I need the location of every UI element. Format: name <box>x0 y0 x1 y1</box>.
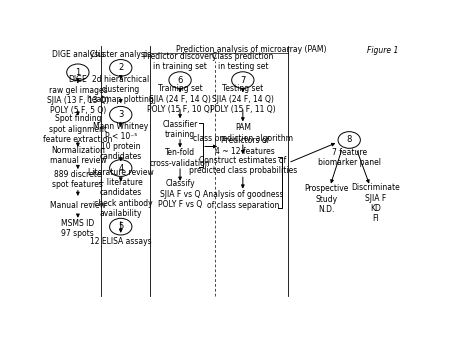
Text: Classify
SJIA F vs Q
POLY F vs Q: Classify SJIA F vs Q POLY F vs Q <box>158 179 202 209</box>
Text: Literature review
+ literature
candidates
- check antibody
availability: Literature review + literature candidate… <box>88 168 153 218</box>
Text: Construct estimates of
predicted class probabilities: Construct estimates of predicted class p… <box>189 156 297 175</box>
Text: 6: 6 <box>177 76 183 84</box>
Text: Prediction analysis of microarray (PAM): Prediction analysis of microarray (PAM) <box>176 45 327 54</box>
Text: 3: 3 <box>118 110 123 119</box>
Text: 12 ELISA assays: 12 ELISA assays <box>90 237 152 246</box>
Text: Testing set
SJIA (24 F, 14 Q)
POLY (15 F, 11 Q): Testing set SJIA (24 F, 14 Q) POLY (15 F… <box>210 84 276 114</box>
Text: 7 feature
biomarker panel: 7 feature biomarker panel <box>318 148 381 167</box>
Text: 7: 7 <box>240 76 246 84</box>
Text: MSMS ID
97 spots: MSMS ID 97 spots <box>61 219 94 238</box>
Text: Cluster analysis: Cluster analysis <box>90 50 151 59</box>
Text: 2: 2 <box>118 64 123 72</box>
Text: Analysis of goodness
of class separation: Analysis of goodness of class separation <box>202 190 283 210</box>
Text: 5: 5 <box>118 222 123 231</box>
Text: 4: 4 <box>118 164 123 173</box>
Text: Prospective
Study
N.D.: Prospective Study N.D. <box>304 185 349 214</box>
Text: Spot finding
spot alignment
feature extraction: Spot finding spot alignment feature extr… <box>43 114 112 144</box>
Text: 10 protein
candidates: 10 protein candidates <box>99 142 142 161</box>
Text: Classifier
training: Classifier training <box>162 120 198 139</box>
Text: Training set
SJIA (24 F, 14 Q)
POLY (15 F, 10 Q): Training set SJIA (24 F, 14 Q) POLY (15 … <box>147 84 213 114</box>
Text: 1: 1 <box>75 68 81 77</box>
Text: Discriminate
SJIA F
KD
FI: Discriminate SJIA F KD FI <box>351 183 400 223</box>
Text: Ten-fold
cross-validation: Ten-fold cross-validation <box>150 148 210 168</box>
Text: Mann Whitney
P < 10⁻⁵: Mann Whitney P < 10⁻⁵ <box>93 122 148 141</box>
Text: 2d hierarchical
clustering
heatmap plotting: 2d hierarchical clustering heatmap plott… <box>87 75 154 104</box>
Text: Manual review: Manual review <box>50 200 106 210</box>
Text: Normalization
manual review: Normalization manual review <box>50 146 106 165</box>
Text: Class prediction
in testing set: Class prediction in testing set <box>212 52 274 71</box>
Text: DIGE
raw gel images
SJIA (13 F, 13 Q)
POLY (5 F, 5 Q): DIGE raw gel images SJIA (13 F, 13 Q) PO… <box>47 75 109 115</box>
Text: 8: 8 <box>346 136 352 144</box>
Text: DIGE analysis: DIGE analysis <box>52 50 104 59</box>
Text: Predictors of
4 ~ 12 features: Predictors of 4 ~ 12 features <box>215 136 274 156</box>
Text: PAM
class prediction algorithm: PAM class prediction algorithm <box>193 123 293 143</box>
Text: Figure 1: Figure 1 <box>367 46 398 55</box>
Text: 889 discrete
spot features: 889 discrete spot features <box>53 170 104 190</box>
Text: Predictor discovery
in training set: Predictor discovery in training set <box>143 52 217 71</box>
